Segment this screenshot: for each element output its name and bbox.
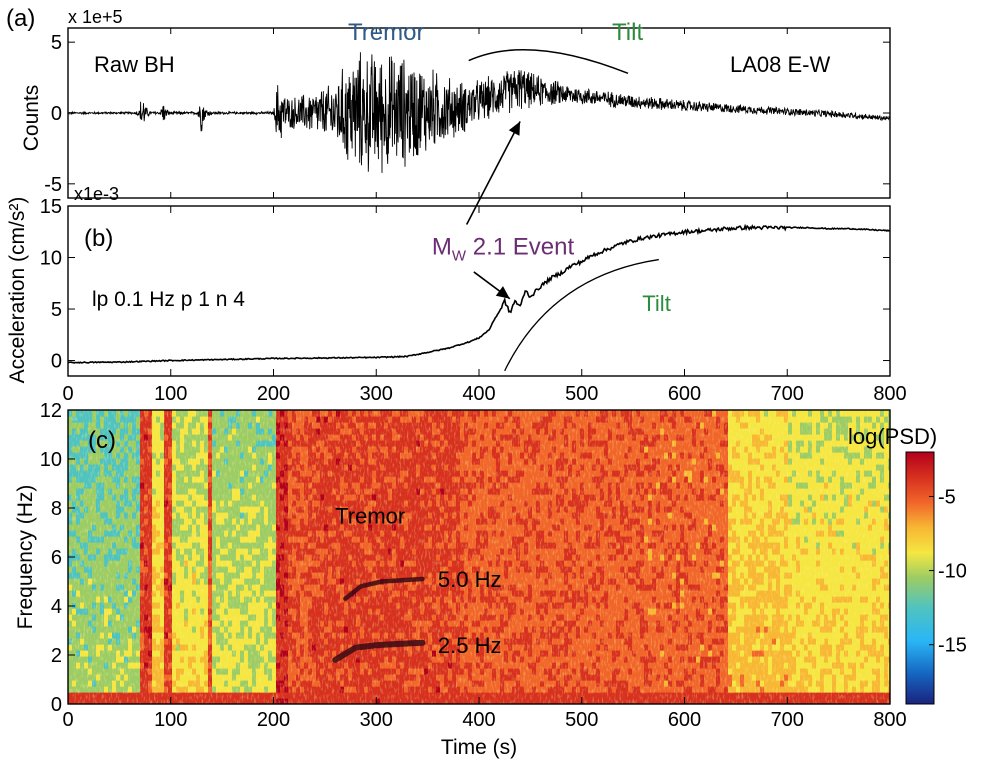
panel-a: (a) x 1e+5 Counts -5 0 5 Raw BH LA08 E-W T…	[6, 5, 891, 199]
panel-b-acceleration-line	[68, 223, 890, 364]
panel-b-xtick-label: 200	[257, 383, 290, 405]
panel-b-ytick-label: 0	[51, 351, 62, 373]
panel-a-ytick-label: 0	[51, 103, 62, 125]
panel-b-xtick-label: 700	[771, 383, 804, 405]
panel-a-ylabel: Counts	[20, 85, 43, 152]
panel-b-xtick-label: 100	[154, 383, 187, 405]
arrow-to-panel-a	[465, 121, 521, 225]
panel-b-multiplier: x1e-3	[74, 184, 119, 204]
panel-b-label: (b)	[84, 225, 113, 252]
panel-b-yticks: 0 5 10 15	[40, 196, 890, 373]
panel-b-filter-label: lp 0.1 Hz p 1 n 4	[92, 288, 245, 311]
panel-b-ytick-label: 5	[51, 299, 62, 321]
panel-a-station-label: LA08 E-W	[730, 52, 830, 77]
panel-b-ytick-label: 10	[40, 248, 62, 270]
panel-b-xtick-label: 300	[360, 383, 393, 405]
panel-a-tilt-curve	[468, 48, 629, 75]
panel-b-tilt-curve	[504, 258, 659, 372]
panel-b-xticks: 0 100 200 300 400 500 600 700 800	[62, 206, 907, 405]
panel-b-frame	[67, 205, 891, 377]
panel-a-ytick-label: 5	[51, 32, 62, 54]
event-arrows	[465, 121, 521, 300]
arrow-to-panel-a-head	[508, 121, 521, 136]
panel-b: (b) x1e-3 Acceleration (cm/s²) 0 5 10 15 0 1…	[6, 121, 907, 405]
panel-a-label: (a)	[6, 5, 35, 32]
panel-a-frame	[67, 27, 891, 199]
panel-a-tremor-label: Tremor	[348, 19, 424, 46]
panel-b-event-label: MW 2.1 Event	[432, 233, 575, 264]
panel-b-xtick-label: 0	[62, 383, 73, 405]
arrow-to-panel-b-head	[495, 286, 510, 299]
panel-a-trace-label: Raw BH	[94, 52, 175, 77]
panel-b-xtick-label: 400	[462, 383, 495, 405]
panel-b-tilt-label: Tilt	[642, 291, 671, 316]
event-label-rest: 2.1 Event	[466, 233, 574, 260]
panel-b-ylabel: Acceleration (cm/s²)	[6, 197, 29, 384]
panel-a-tilt-label: Tilt	[612, 19, 643, 46]
panel-b-xtick-label: 500	[565, 383, 598, 405]
panel-b-xtick-label: 600	[668, 383, 701, 405]
event-label-m: M	[432, 233, 452, 260]
panel-a-multiplier: x 1e+5	[68, 7, 123, 27]
panel-b-xtick-label: 800	[873, 383, 906, 405]
panel-b-ylabel-text: Acceleration (cm/s²)	[6, 197, 29, 384]
panel-a-ytick-label: -5	[44, 174, 62, 196]
event-label-sub: W	[452, 247, 467, 264]
panel-a-trace	[68, 52, 890, 173]
panel-a-waveform	[68, 52, 890, 173]
panel-b-ytick-label: 15	[40, 196, 62, 218]
